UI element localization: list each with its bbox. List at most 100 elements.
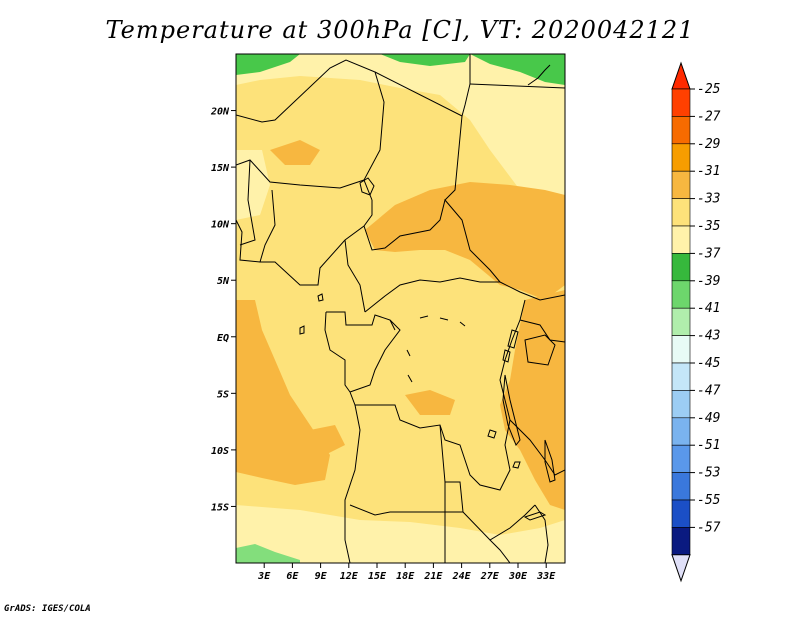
border-nigeria-cameroon — [259, 189, 373, 286]
border-south-east — [489, 539, 511, 563]
lat-tick-label: 20N — [210, 107, 230, 118]
colorbar-swatch — [671, 198, 691, 227]
border-egypt-sudan — [469, 83, 565, 89]
map-title: Temperature at 300hPa [C], VT: 202004212… — [105, 16, 695, 44]
border-gabon-south — [324, 311, 351, 393]
field-37-35-north — [380, 54, 470, 66]
colorbar-swatch — [671, 527, 691, 556]
lake-albert — [507, 329, 519, 349]
lake-kivu — [502, 349, 511, 363]
colorbar-label: -31 — [697, 164, 720, 179]
colorbar-swatch — [671, 335, 691, 364]
colorbar-swatch — [671, 225, 691, 254]
border-chad-car — [363, 198, 501, 283]
temperature-shading — [236, 54, 565, 563]
field-39-37-southwest — [236, 544, 300, 563]
map-frame — [235, 53, 566, 564]
colorbar: -25 -27 -29 -31 -33 -35 -37 -39 -41 -43 -45 -47 -49 -… — [671, 61, 721, 583]
coast-islands — [317, 293, 324, 302]
red-sea-coast — [527, 64, 551, 86]
colorbar-swatch — [671, 390, 691, 419]
lon-tick-label: 21E — [423, 571, 443, 582]
bioko-island — [299, 325, 305, 335]
border-niger-nigeria — [236, 159, 365, 189]
lat-tick-label: 10S — [211, 446, 229, 457]
field-35-33-north — [236, 54, 565, 210]
colorbar-label: -53 — [697, 466, 720, 481]
colorbar-swatch — [671, 88, 691, 117]
drc-river-marks — [406, 315, 466, 383]
colorbar-label: -39 — [697, 274, 720, 289]
colorbar-bottom-arrow — [671, 554, 691, 583]
lon-tick-label: 27E — [480, 571, 500, 582]
colorbar-top-arrow — [671, 61, 691, 90]
field-31-29-patch-a — [270, 140, 320, 165]
field-31-29-central-band — [365, 182, 565, 300]
field-37-35-northeast — [470, 54, 565, 85]
lakes-and-coasts — [299, 64, 556, 521]
lon-tick-label: 9E — [315, 571, 328, 582]
border-east-africa — [519, 319, 565, 343]
border-southsudan-uganda — [499, 281, 565, 301]
colorbar-label: -33 — [697, 192, 720, 207]
colorbar-swatch — [671, 444, 691, 473]
lake-mweru — [487, 429, 497, 439]
border-car-drc — [364, 277, 500, 313]
field-37-35-northwest — [236, 54, 300, 75]
lon-tick-label: 6E — [286, 571, 299, 582]
lon-tick-label: 12E — [340, 571, 359, 582]
lon-tick-label: 18E — [396, 571, 415, 582]
lon-tick-label: 24E — [452, 571, 472, 582]
field-35-33-nw — [236, 150, 270, 220]
lake-kariba — [523, 511, 547, 521]
colorbar-label: -43 — [697, 329, 720, 344]
colorbar-swatch — [671, 116, 691, 145]
colorbar-label: -27 — [697, 109, 721, 124]
map-panel: 20N 15N 10N 5N EQ 5S 10S 15S 3E 6E 9E 12E 15E 18E 21E… — [210, 53, 566, 582]
lat-tick-label: 15N — [211, 163, 230, 174]
colorbar-swatch — [671, 143, 691, 172]
border-west-coast — [236, 219, 261, 263]
lake-malawi — [544, 439, 556, 483]
border-zambia-south — [462, 504, 536, 541]
lon-tick-label: 15E — [368, 571, 387, 582]
colorbar-label: -57 — [697, 520, 721, 535]
field-35-33-south — [236, 505, 565, 563]
border-libya-niger-chad — [236, 59, 385, 201]
border-angola-namibia — [349, 504, 463, 516]
lon-tick-label: 33E — [536, 571, 556, 582]
border-sudan-southsudan — [444, 115, 463, 201]
lat-tick-label: 5S — [217, 389, 229, 400]
colorbar-label: -45 — [697, 356, 721, 371]
colorbar-label: -55 — [697, 493, 721, 508]
border-congo-drc — [349, 319, 401, 393]
lat-tick-label: 5N — [217, 276, 230, 287]
lat-tick-label: 10N — [211, 220, 230, 231]
colorbar-swatch — [671, 307, 691, 336]
field-31-29-east — [500, 290, 565, 510]
lake-chad — [359, 177, 375, 196]
colorbar-label: -35 — [697, 219, 721, 234]
colorbar-label: -37 — [697, 246, 721, 261]
colorbar-swatch — [671, 362, 691, 391]
colorbar-swatch — [671, 499, 691, 528]
lake-bangweulu — [512, 461, 521, 469]
lake-victoria — [524, 334, 556, 366]
border-ghana-togo — [239, 159, 256, 246]
lon-tick-label: 3E — [257, 571, 271, 582]
border-angola-west — [344, 404, 361, 563]
colorbar-label: -41 — [697, 301, 720, 316]
colorbar-label: -47 — [697, 383, 721, 398]
border-chad-sudan — [374, 54, 471, 117]
lat-tick-label: 15S — [211, 502, 229, 513]
border-drc-angola — [349, 299, 526, 491]
lat-tick-label: EQ — [217, 333, 229, 344]
lake-tanganyika — [502, 374, 521, 446]
latitude-axis: 20N 15N 10N 5N EQ 5S 10S 15S — [210, 107, 236, 513]
software-credit: GrADS: IGES/COLA — [4, 604, 91, 614]
field-31-29-patch-c — [310, 425, 345, 455]
colorbar-swatch — [671, 280, 691, 309]
country-borders — [236, 54, 565, 563]
field-31-29-west — [236, 300, 330, 485]
